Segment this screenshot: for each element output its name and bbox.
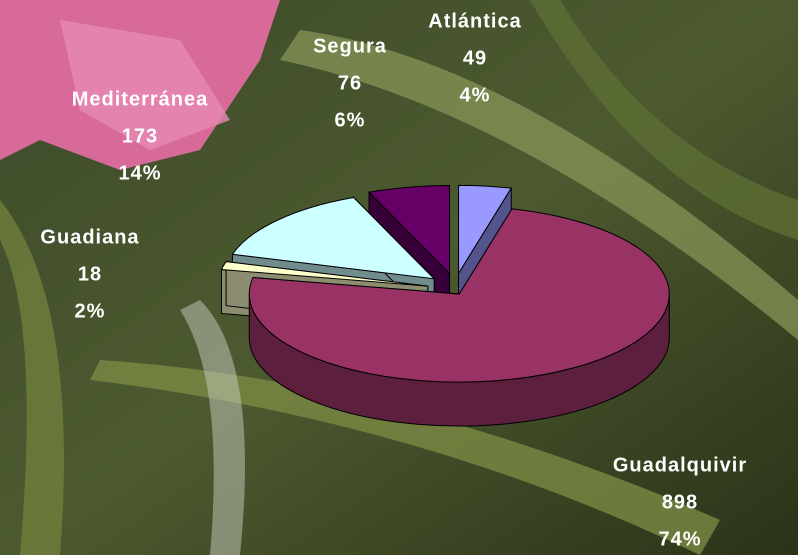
- pie: [220, 184, 670, 427]
- data-label: Mediterránea 173 14%: [72, 88, 209, 184]
- data-label: Segura 76 6%: [313, 35, 387, 131]
- label-name: Atlántica: [428, 10, 521, 32]
- label-name: Guadalquivir: [613, 454, 747, 476]
- data-label: Atlántica 49 4%: [428, 10, 521, 106]
- label-percent: 74%: [658, 528, 701, 550]
- slice-top: [458, 184, 513, 276]
- label-value: 76: [338, 72, 362, 94]
- label-name: Guadiana: [40, 226, 139, 248]
- label-value: 18: [78, 263, 102, 285]
- slice-top: [248, 208, 670, 383]
- label-value: 49: [463, 47, 487, 69]
- label-value: 898: [662, 491, 698, 513]
- label-name: Mediterránea: [72, 88, 209, 110]
- slice-top: [368, 185, 451, 275]
- labels: Atlántica 49 4% Guadalquivir 898 74% Guadiana 1…: [40, 10, 747, 550]
- label-percent: 6%: [335, 109, 366, 131]
- slice-top: [231, 196, 436, 280]
- data-label: Guadiana 18 2%: [40, 226, 139, 322]
- data-label: Guadalquivir 898 74%: [613, 454, 747, 550]
- label-name: Segura: [313, 35, 387, 57]
- label-percent: 2%: [75, 300, 106, 322]
- label-value: 173: [122, 125, 158, 147]
- slice-top: [220, 261, 428, 287]
- slice: [248, 207, 670, 427]
- label-percent: 14%: [118, 162, 161, 184]
- label-percent: 4%: [460, 84, 491, 106]
